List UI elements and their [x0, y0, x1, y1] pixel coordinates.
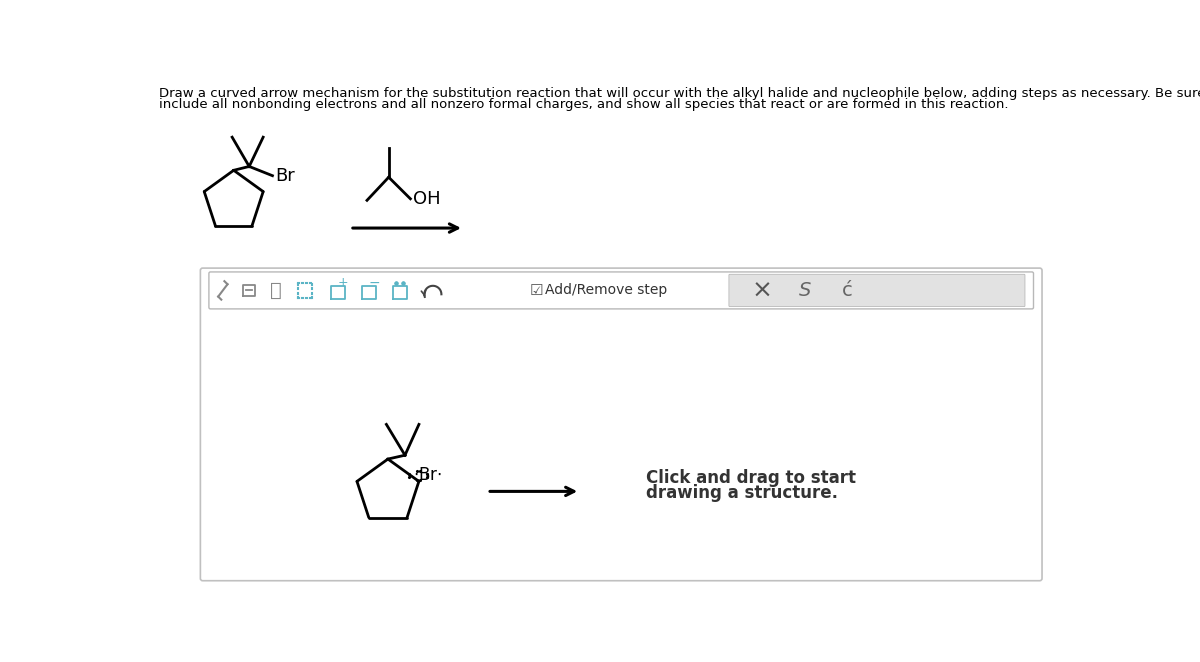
- Text: ☑: ☑: [529, 283, 544, 298]
- Text: OH: OH: [413, 190, 440, 208]
- Text: include all nonbonding electrons and all nonzero formal charges, and show all sp: include all nonbonding electrons and all…: [160, 98, 1009, 111]
- Text: Click and drag to start: Click and drag to start: [646, 469, 856, 487]
- Text: ×: ×: [751, 279, 773, 303]
- FancyBboxPatch shape: [200, 268, 1042, 581]
- Text: Add/Remove step: Add/Remove step: [545, 283, 667, 297]
- Text: $\cdot$Br$\cdot$: $\cdot$Br$\cdot$: [413, 466, 442, 484]
- Text: −: −: [368, 275, 379, 290]
- Text: +: +: [337, 276, 348, 289]
- Text: 🖐: 🖐: [270, 281, 282, 300]
- Text: Draw a curved arrow mechanism for the substitution reaction that will occur with: Draw a curved arrow mechanism for the su…: [160, 87, 1200, 100]
- Text: S: S: [799, 281, 811, 300]
- FancyBboxPatch shape: [209, 272, 1033, 309]
- FancyBboxPatch shape: [728, 274, 1025, 307]
- Text: ć: ć: [842, 281, 853, 300]
- Text: drawing a structure.: drawing a structure.: [646, 484, 838, 502]
- Text: Br: Br: [275, 167, 294, 185]
